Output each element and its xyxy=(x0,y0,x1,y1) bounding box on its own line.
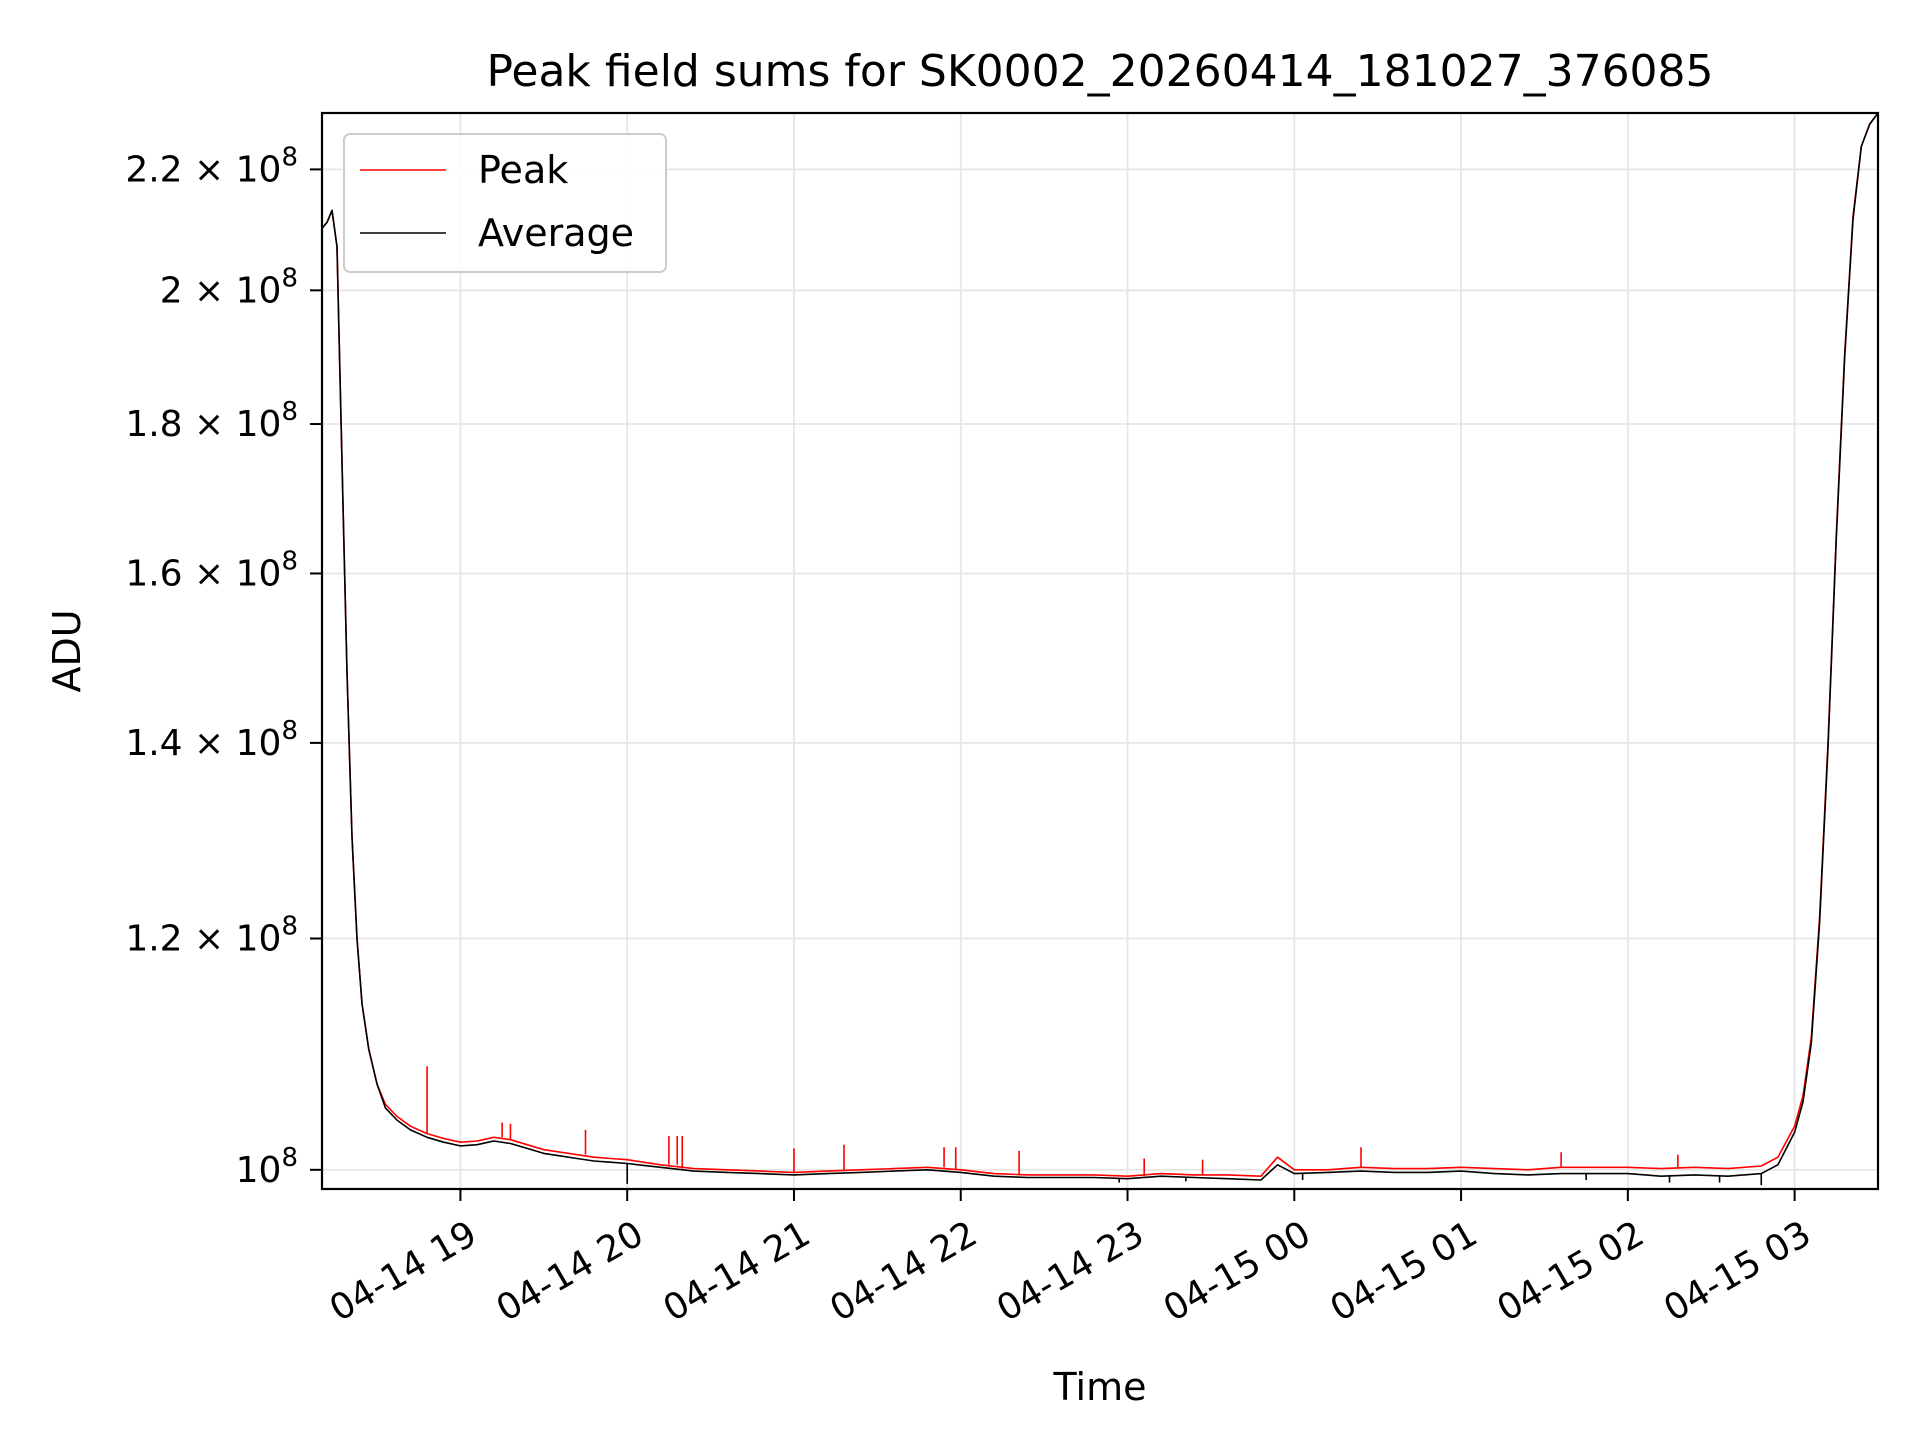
series-line-peak xyxy=(322,113,1878,1177)
plot-frame xyxy=(320,111,1880,1191)
grid-layer xyxy=(322,113,1878,1189)
y-tick-label: 1.6 × 108 xyxy=(125,546,298,594)
legend-label-average: Average xyxy=(478,211,634,255)
y-tick-label: 1.4 × 108 xyxy=(125,716,298,764)
y-tick-label: 2.2 × 108 xyxy=(125,142,298,190)
legend: Peak Average xyxy=(343,133,667,273)
y-tick-label: 2 × 108 xyxy=(160,263,298,311)
legend-box xyxy=(343,133,667,273)
legend-label-peak: Peak xyxy=(478,148,568,192)
chart-title: Peak field sums for SK0002_20260414_1810… xyxy=(486,46,1713,97)
y-axis-label: ADU xyxy=(45,609,89,692)
y-tick-label: 1.8 × 108 xyxy=(125,397,298,445)
y-tick-label: 108 xyxy=(236,1143,298,1191)
y-tick-label: 1.2 × 108 xyxy=(125,911,298,959)
x-axis-label: Time xyxy=(1053,1365,1147,1409)
series-line-average xyxy=(322,113,1878,1181)
series-layer xyxy=(322,113,1878,1186)
